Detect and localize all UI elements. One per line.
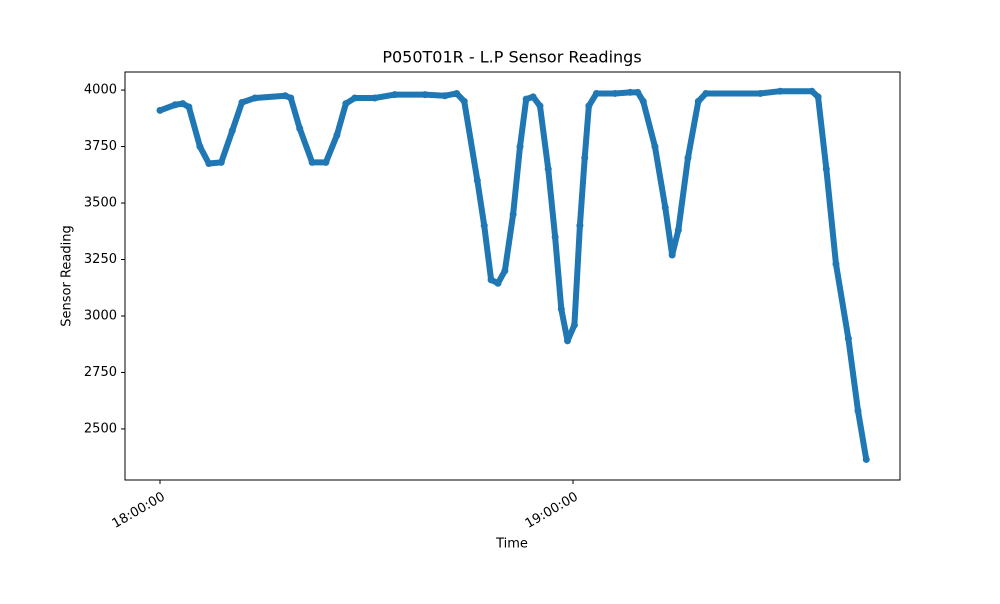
data-point <box>814 93 822 101</box>
data-point <box>509 210 517 218</box>
y-tick-label: 4000 <box>84 83 117 98</box>
data-point <box>585 102 593 110</box>
y-tick-label: 3000 <box>84 308 117 323</box>
plot-frame <box>124 71 901 481</box>
data-point <box>611 89 619 97</box>
data-point <box>661 204 669 212</box>
data-point <box>564 337 572 345</box>
data-point <box>854 407 862 415</box>
data-point <box>196 143 204 151</box>
data-point <box>536 102 544 110</box>
data-point <box>581 154 589 162</box>
data-point <box>634 88 642 96</box>
y-tick-label: 3250 <box>84 252 117 267</box>
data-point <box>694 97 702 105</box>
data-point <box>342 100 350 108</box>
y-tick-label: 3500 <box>84 196 117 211</box>
data-point <box>480 222 488 230</box>
data-point <box>702 89 710 97</box>
data-point <box>516 143 524 151</box>
data-point <box>156 106 164 114</box>
data-point <box>668 251 676 259</box>
data-point <box>391 91 399 99</box>
data-point <box>651 143 659 151</box>
data-point <box>684 154 692 162</box>
data-point <box>822 165 830 173</box>
data-point <box>322 158 330 166</box>
data-point <box>453 89 461 97</box>
data-point <box>570 321 578 329</box>
data-point <box>529 93 537 101</box>
data-point <box>228 127 236 135</box>
data-point <box>351 94 359 102</box>
data-point <box>494 279 502 287</box>
data-point <box>576 222 584 230</box>
data-point <box>296 124 304 132</box>
data-point <box>281 92 289 100</box>
data-point <box>238 98 246 106</box>
data-point <box>557 305 565 313</box>
data-point <box>522 95 530 103</box>
data-point <box>179 100 187 108</box>
data-point <box>551 233 559 241</box>
data-point <box>251 94 259 102</box>
data-point <box>592 89 600 97</box>
data-point <box>626 88 634 96</box>
data-point <box>171 101 179 109</box>
data-point <box>674 226 682 234</box>
data-point <box>544 165 552 173</box>
data-point <box>333 131 341 139</box>
data-point <box>862 455 870 463</box>
data-point <box>501 267 509 275</box>
data-point <box>185 103 193 111</box>
data-point <box>308 158 316 166</box>
data-point <box>832 260 840 268</box>
data-point <box>287 94 295 102</box>
data-point <box>371 94 379 102</box>
y-tick-label: 3750 <box>84 139 117 154</box>
data-point <box>844 335 852 343</box>
data-point <box>473 176 481 184</box>
data-line <box>156 88 870 463</box>
data-point <box>808 87 816 95</box>
x-tick-label: 19:00:00 <box>523 490 581 532</box>
x-tick-label: 18:00:00 <box>110 490 168 532</box>
data-point <box>460 97 468 105</box>
chart-title: P050T01R - L.P Sensor Readings <box>382 48 641 67</box>
data-point <box>487 276 495 284</box>
data-point <box>217 158 225 166</box>
data-point <box>756 89 764 97</box>
y-axis-label: Sensor Reading <box>60 225 75 326</box>
y-tick-label: 2750 <box>84 365 117 380</box>
data-point <box>441 92 449 100</box>
x-axis-label: Time <box>495 537 528 552</box>
data-point <box>639 97 647 105</box>
data-point <box>776 87 784 95</box>
data-point <box>421 91 429 99</box>
data-point <box>205 159 213 167</box>
y-tick-label: 2500 <box>84 421 117 436</box>
